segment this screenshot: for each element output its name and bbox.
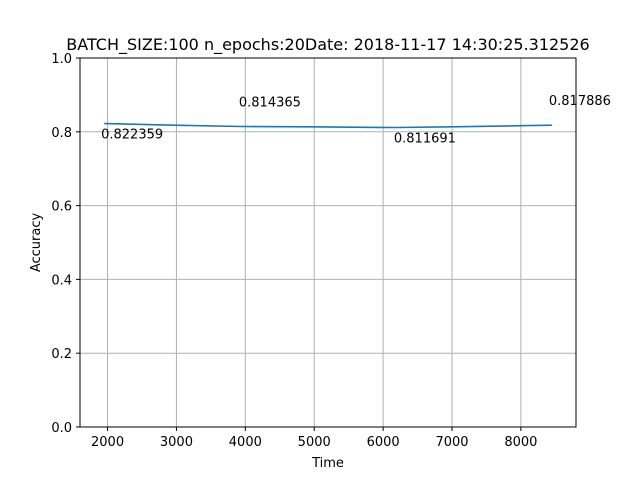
x-tick-label: 2000 <box>91 435 124 450</box>
x-tick-label: 4000 <box>229 435 262 450</box>
y-tick-label: 0.0 <box>51 421 72 436</box>
data-labels: 0.822359 0.814365 0.811691 0.817886 <box>101 94 611 146</box>
series-layer <box>104 122 552 129</box>
x-tick-label: 7000 <box>435 435 468 450</box>
x-tick-label: 6000 <box>367 435 400 450</box>
y-tick-label: 0.6 <box>51 200 72 215</box>
y-tick-label: 0.4 <box>51 273 72 288</box>
data-label: 0.814365 <box>239 95 301 110</box>
x-tick-label: 5000 <box>298 435 331 450</box>
axis-ticks: 2000 3000 4000 5000 6000 7000 8000 0.0 0.2 0.4 0.6… <box>51 52 537 450</box>
data-label: 0.817886 <box>549 94 611 109</box>
x-tick-label: 3000 <box>160 435 193 450</box>
y-tick-label: 1.0 <box>51 52 72 67</box>
x-tick-label: 8000 <box>504 435 537 450</box>
chart-title: BATCH_SIZE:100 n_epochs:20Date: 2018-11-… <box>66 35 589 55</box>
plot-frame <box>79 57 577 428</box>
x-axis-label: Time <box>311 456 344 471</box>
data-label: 0.811691 <box>394 131 456 146</box>
accuracy-line <box>104 122 552 129</box>
y-axis-label: Accuracy <box>29 213 44 273</box>
y-tick-label: 0.2 <box>51 347 72 362</box>
data-label: 0.822359 <box>101 128 163 143</box>
y-tick-label: 0.8 <box>51 126 72 141</box>
